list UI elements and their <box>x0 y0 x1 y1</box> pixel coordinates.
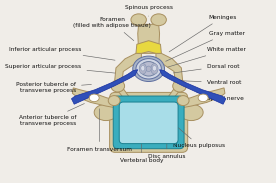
Polygon shape <box>72 88 116 108</box>
Text: Spinous process: Spinous process <box>125 5 173 16</box>
Ellipse shape <box>151 14 166 26</box>
Ellipse shape <box>179 104 203 121</box>
Text: Nucleus pulposus: Nucleus pulposus <box>173 126 225 148</box>
Ellipse shape <box>198 94 208 102</box>
Text: Spinal nerve: Spinal nerve <box>197 92 244 101</box>
FancyBboxPatch shape <box>119 102 178 144</box>
Ellipse shape <box>94 104 118 121</box>
Text: Foramen transversum: Foramen transversum <box>67 109 132 152</box>
Ellipse shape <box>152 66 156 71</box>
Polygon shape <box>71 70 138 104</box>
Polygon shape <box>156 53 183 99</box>
Text: Gray matter: Gray matter <box>166 31 245 61</box>
Text: White matter: White matter <box>168 47 246 67</box>
Polygon shape <box>136 41 161 53</box>
FancyBboxPatch shape <box>110 92 188 152</box>
Polygon shape <box>160 70 226 104</box>
Text: Ventral root: Ventral root <box>179 80 241 85</box>
Text: Foramen
(filled with adipose tissue): Foramen (filled with adipose tissue) <box>73 17 151 41</box>
Ellipse shape <box>173 80 186 92</box>
Ellipse shape <box>89 94 99 102</box>
Ellipse shape <box>141 66 145 71</box>
Polygon shape <box>138 24 160 53</box>
FancyBboxPatch shape <box>113 96 184 149</box>
Text: Posterior tubercle of
transverse process: Posterior tubercle of transverse process <box>16 83 91 93</box>
Text: Vertebral body: Vertebral body <box>120 141 163 163</box>
Text: Inferior articular process: Inferior articular process <box>9 47 115 60</box>
Ellipse shape <box>108 96 120 106</box>
Text: Anterior tubercle of
transverse process: Anterior tubercle of transverse process <box>18 104 84 126</box>
Polygon shape <box>114 53 141 99</box>
Ellipse shape <box>131 14 146 26</box>
Ellipse shape <box>151 64 158 74</box>
Ellipse shape <box>111 80 124 92</box>
Polygon shape <box>181 88 225 108</box>
Text: Superior articular process: Superior articular process <box>5 64 115 73</box>
Ellipse shape <box>139 64 147 74</box>
Ellipse shape <box>133 56 164 81</box>
Text: Dorsal root: Dorsal root <box>173 64 239 73</box>
Text: Meninges: Meninges <box>169 14 237 52</box>
Ellipse shape <box>140 61 157 76</box>
Text: Disc annulus: Disc annulus <box>148 138 185 159</box>
Ellipse shape <box>177 96 189 106</box>
Ellipse shape <box>136 59 161 79</box>
Ellipse shape <box>146 66 151 72</box>
